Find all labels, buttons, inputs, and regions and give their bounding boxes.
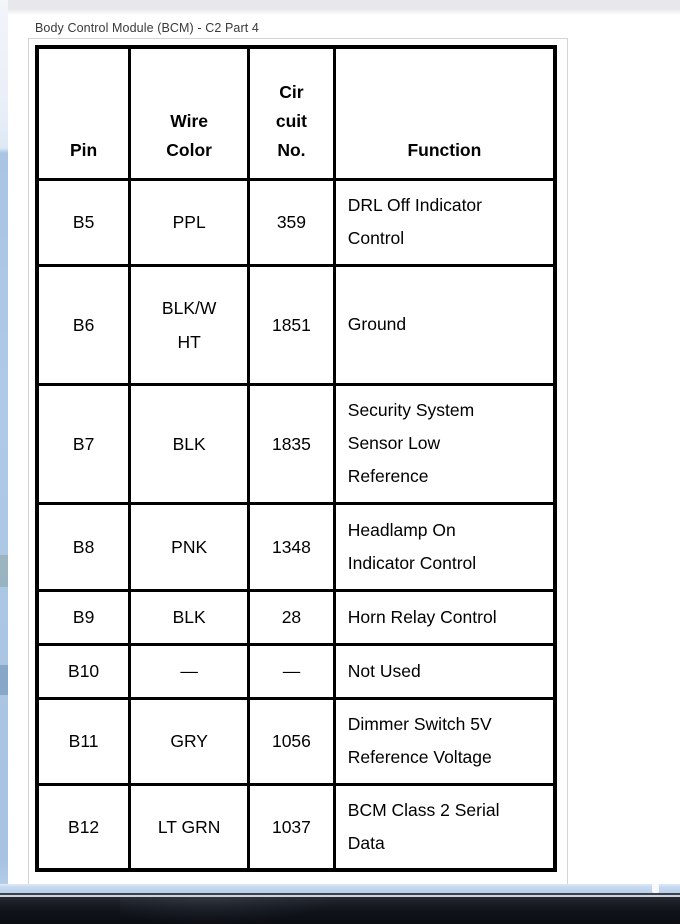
wire-color-cell: PPL: [128, 177, 251, 267]
wire-color-cell: —: [128, 642, 251, 700]
circuit-no-cell: —: [247, 642, 336, 700]
function-cell: Dimmer Switch 5V Reference Voltage: [332, 696, 557, 786]
function-cell: BCM Class 2 Serial Data: [332, 782, 557, 872]
circuit-no-cell: 359: [247, 177, 336, 267]
col-header-wire-color: Wire Color: [128, 45, 251, 181]
page-title: Body Control Module (BCM) - C2 Part 4: [35, 21, 259, 35]
circuit-no-cell: 1835: [247, 382, 336, 505]
wire-color-cell: LT GRN: [128, 782, 251, 872]
table-row: B11 GRY 1056 Dimmer Switch 5V Reference Vol…: [35, 696, 557, 786]
wire-color-cell: BLK/W HT: [128, 263, 251, 386]
window-bottom-edge: [0, 893, 680, 895]
table-row: B9 BLK 28 Horn Relay Control: [35, 588, 557, 646]
wire-color-cell: GRY: [128, 696, 251, 786]
function-cell: Headlamp On Indicator Control: [332, 501, 557, 592]
document-area: Body Control Module (BCM) - C2 Part 4 Pi…: [8, 13, 680, 924]
window-frame-bottom: [0, 884, 680, 893]
function-cell: Horn Relay Control: [332, 588, 557, 646]
pin-cell: B7: [35, 382, 132, 505]
window-bottom-edge-highlight: [0, 895, 680, 897]
pin-cell: B11: [35, 696, 132, 786]
col-header-pin: Pin: [35, 45, 132, 181]
circuit-no-cell: 1348: [247, 501, 336, 592]
pinout-table: Pin Wire Color Cir cuit No. Function B5 P…: [35, 45, 557, 872]
pin-cell: B9: [35, 588, 132, 646]
pin-cell: B12: [35, 782, 132, 872]
table-row: B12 LT GRN 1037 BCM Class 2 Serial Data: [35, 782, 557, 872]
col-header-function: Function: [332, 45, 557, 181]
table-row: B6 BLK/W HT 1851 Ground: [35, 263, 557, 386]
taskbar-sheen: [120, 897, 340, 924]
pin-cell: B10: [35, 642, 132, 700]
pin-cell: B5: [35, 177, 132, 267]
table-row: B5 PPL 359 DRL Off Indicator Control: [35, 177, 557, 267]
header-row: Pin Wire Color Cir cuit No. Function: [35, 45, 557, 181]
window-frame-left: [0, 0, 8, 897]
glass-reflection: [0, 665, 8, 695]
wire-color-cell: BLK: [128, 588, 251, 646]
function-cell: Not Used: [332, 642, 557, 700]
function-cell: DRL Off Indicator Control: [332, 177, 557, 267]
pin-cell: B6: [35, 263, 132, 386]
circuit-no-cell: 1056: [247, 696, 336, 786]
pin-cell: B8: [35, 501, 132, 592]
wire-color-cell: PNK: [128, 501, 251, 592]
function-cell: Ground: [332, 263, 557, 386]
table-row: B8 PNK 1348 Headlamp On Indicator Control: [35, 501, 557, 592]
circuit-no-cell: 1037: [247, 782, 336, 872]
wire-color-cell: BLK: [128, 382, 251, 505]
table-row: B7 BLK 1835 Security System Sensor Low Refe…: [35, 382, 557, 505]
function-cell: Security System Sensor Low Reference: [332, 382, 557, 505]
toolbar-shadow-strip: [8, 0, 680, 16]
glass-highlight: [652, 884, 659, 893]
col-header-circuit-no: Cir cuit No.: [247, 45, 336, 181]
table-panel: Pin Wire Color Cir cuit No. Function B5 P…: [28, 38, 568, 924]
circuit-no-cell: 28: [247, 588, 336, 646]
pinout-table-body: B5 PPL 359 DRL Off Indicator Control B6 BLK/W…: [35, 177, 557, 872]
glass-reflection: [0, 555, 8, 587]
circuit-no-cell: 1851: [247, 263, 336, 386]
table-row: B10— — Not Used: [35, 642, 557, 700]
taskbar[interactable]: [0, 897, 680, 924]
